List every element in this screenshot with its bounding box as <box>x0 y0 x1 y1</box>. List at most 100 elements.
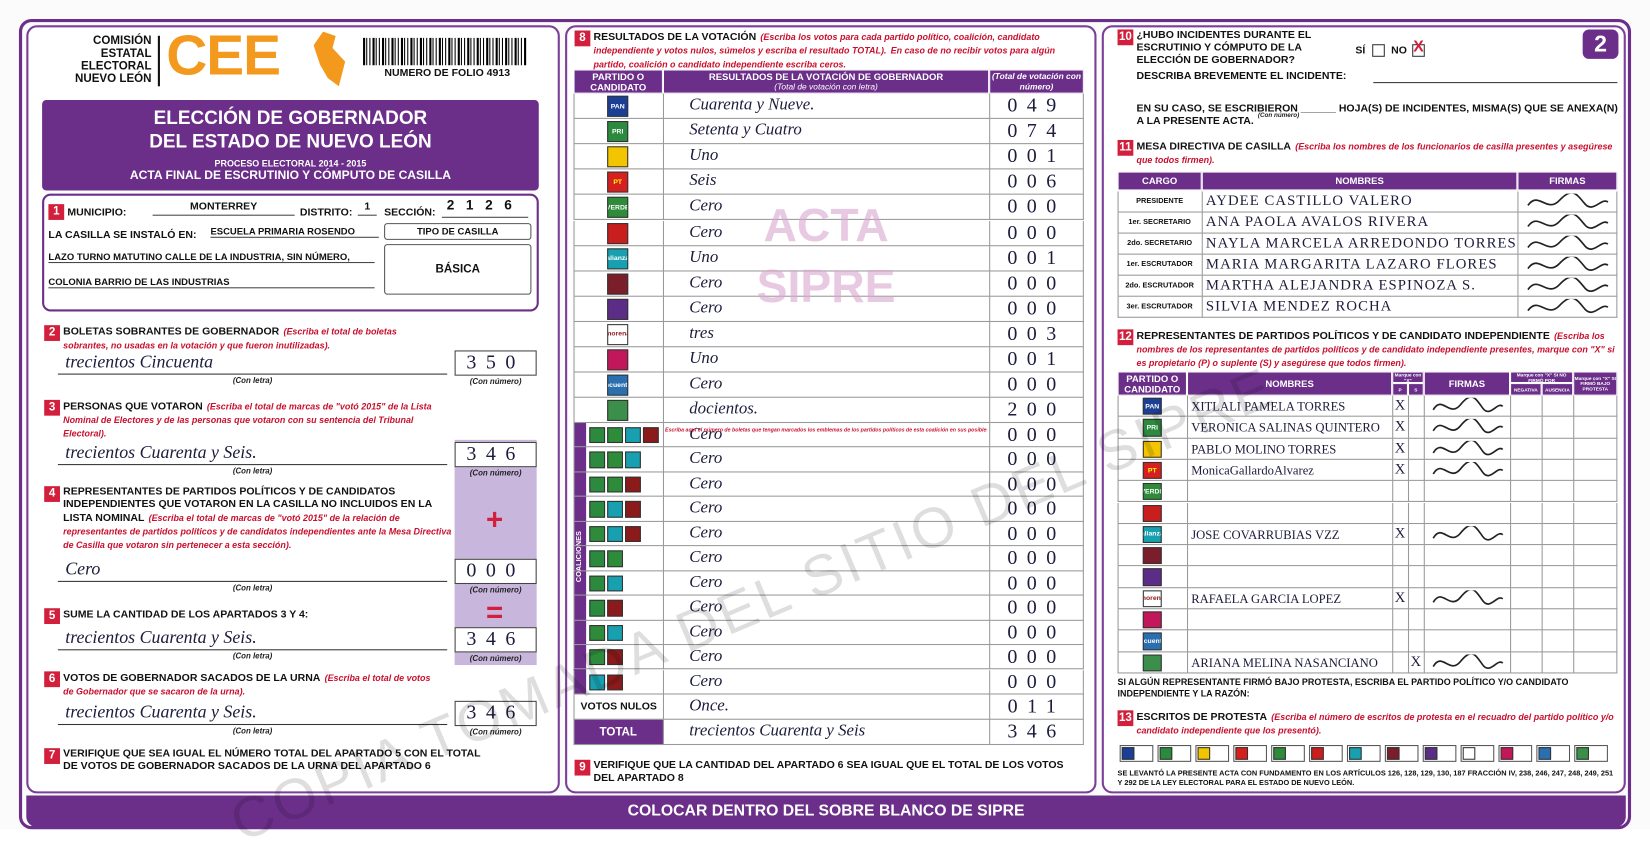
col-line <box>1423 609 1425 631</box>
party-logo: alianza <box>1142 525 1162 544</box>
caption: (Con letra) <box>232 466 273 476</box>
vote-number: 000 <box>1007 522 1066 545</box>
label: MUNICIPIO: <box>67 207 127 219</box>
col-line <box>1186 459 1189 482</box>
barcode-bar <box>460 37 462 66</box>
col-line <box>662 220 665 246</box>
org-name: ESTATAL <box>100 47 152 60</box>
caption: (Con letra) <box>232 582 273 593</box>
col-line <box>989 271 991 297</box>
barcode-bar <box>366 37 368 66</box>
barcode-bar <box>520 37 522 66</box>
coalition-logo <box>607 624 623 641</box>
barcode-bar <box>407 37 409 66</box>
barcode-bar <box>429 37 432 66</box>
signature-stroke <box>1432 440 1504 455</box>
signature <box>1432 419 1504 434</box>
col-line <box>662 144 665 170</box>
col-line <box>662 472 665 498</box>
instruction: (Escriba los nombres de los funcionarios… <box>1136 141 1613 166</box>
protest-logo <box>1538 747 1552 760</box>
vote-number: 001 <box>1007 145 1066 168</box>
heading-text: VOTOS DE GOBERNADOR SACADOS DE LA URNA <box>63 672 321 684</box>
col-line <box>1407 609 1410 631</box>
col-line <box>1392 438 1394 460</box>
signature-stroke <box>1432 654 1504 669</box>
col-line <box>1423 481 1425 503</box>
table-row <box>573 347 1084 373</box>
coalition-note: Escriba aquí el número de boletas que te… <box>665 427 987 433</box>
party-logo: VERDE <box>1142 483 1162 501</box>
instruction: En caso de no recibir votos para algún p… <box>593 45 1056 70</box>
vote-letters: Cero <box>689 273 723 292</box>
barcode-bar <box>381 37 385 66</box>
form-title: ELECCIÓN DE GOBERNADOR <box>153 107 428 129</box>
folio: NUMERO DE FOLIO 4913 <box>384 67 511 79</box>
heading-text: REPRESENTANTES DE PARTIDOS POLÍTICOS Y D… <box>1136 330 1550 342</box>
col-line <box>1510 651 1512 674</box>
caption: (Con número) <box>469 468 522 478</box>
handwritten-letters: trecientos Cuarenta y Seis. <box>65 627 257 648</box>
table-row <box>573 271 1084 297</box>
signature <box>1432 654 1504 669</box>
col-line <box>1510 523 1512 546</box>
party-logo: PT <box>607 171 629 193</box>
table-row <box>573 719 1084 746</box>
section-number: 12 <box>1117 329 1134 346</box>
col-line <box>1541 545 1543 567</box>
label: DESCRIBA BREVEMENTE EL INCIDENTE: <box>1136 70 1347 83</box>
col-line <box>989 296 991 322</box>
table-row <box>573 220 1084 246</box>
col-line <box>1541 587 1543 610</box>
signature-stroke <box>1432 397 1504 413</box>
col-line <box>989 245 991 272</box>
vote-number: 074 <box>1007 120 1066 143</box>
col-line <box>662 447 665 473</box>
vote-letters: Cero <box>689 573 723 592</box>
header-text: RESULTADOS DE LA VOTACIÓN DE GOBERNADOR <box>708 71 944 82</box>
party-logo: morena <box>1142 590 1162 608</box>
party-logo <box>1142 440 1162 458</box>
col-line <box>1186 630 1189 652</box>
table-row <box>573 119 1084 145</box>
type-box: BÁSICA <box>384 244 532 295</box>
sign: + <box>485 502 504 536</box>
col-line <box>989 645 991 670</box>
col-line <box>662 546 665 572</box>
col-line <box>1573 523 1575 546</box>
col-line <box>1510 459 1512 482</box>
col-line <box>662 694 665 720</box>
th: NOMBRES <box>1186 371 1393 396</box>
protest-logo <box>1159 747 1173 760</box>
protest-logo <box>1197 747 1211 760</box>
table-row <box>573 497 1084 522</box>
coalition-logo <box>589 575 606 592</box>
th: P <box>1392 383 1408 396</box>
mark: X <box>1394 419 1406 435</box>
party-logo-label: VERDE <box>1144 488 1161 496</box>
heading-text: RESULTADOS DE LA VOTACIÓN <box>593 31 757 44</box>
protest-logo <box>1349 747 1362 760</box>
barcode-bar <box>375 37 377 66</box>
col-line <box>1541 417 1543 439</box>
table-row <box>1117 212 1618 234</box>
col-line <box>1573 651 1575 674</box>
coalition-logo <box>589 451 606 469</box>
coalition-logo <box>589 649 606 666</box>
signature-stroke <box>1432 590 1504 605</box>
barcode-bar <box>419 37 422 66</box>
caption: (Con número) <box>469 376 522 387</box>
vote-letters: Cero <box>689 671 723 690</box>
mark: X <box>1394 525 1406 542</box>
signature-stroke <box>1527 193 1609 208</box>
row-label: TOTAL <box>599 726 637 739</box>
option: NO <box>1391 45 1407 57</box>
col-line <box>1186 417 1189 439</box>
col-line <box>1573 502 1575 524</box>
barcode-bar <box>426 37 428 66</box>
heading-text: ESCRITOS DE PROTESTA <box>1136 711 1268 723</box>
table-row <box>573 645 1084 670</box>
barcode-bar <box>495 37 498 66</box>
col-line <box>662 347 665 373</box>
page-number: 2 <box>1582 29 1619 59</box>
